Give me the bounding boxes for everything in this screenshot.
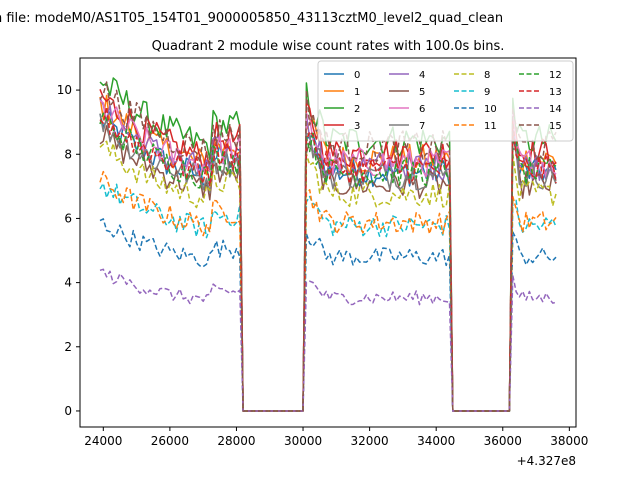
- axes-frame: [79, 57, 577, 428]
- plot-area: [99, 77, 557, 412]
- x-tick-label: 34000: [417, 434, 455, 448]
- y-tick-label: 0: [64, 404, 72, 418]
- legend-label: 11: [484, 121, 497, 132]
- series-line-11: [99, 170, 557, 412]
- legend-label: 8: [484, 70, 490, 81]
- legend-label: 7: [419, 121, 425, 132]
- legend-label: 12: [549, 70, 562, 81]
- x-tick-label: 38000: [550, 434, 588, 448]
- y-tick-label: 10: [57, 83, 72, 97]
- legend-box: [317, 60, 574, 142]
- legend-label: 2: [354, 104, 360, 115]
- y-tick-label: 4: [64, 276, 72, 290]
- series-line-14: [99, 268, 557, 412]
- y-tick-label: 8: [64, 147, 72, 161]
- x-tick-label: 32000: [351, 434, 389, 448]
- series-line-13: [99, 106, 557, 412]
- legend-label: 14: [549, 104, 562, 115]
- legend-label: 5: [419, 87, 425, 98]
- y-axis: 0 2 4 6 8 10: [57, 83, 80, 418]
- x-tick-label: 30000: [284, 434, 322, 448]
- y-tick-label: 2: [64, 340, 72, 354]
- legend-label: 10: [484, 104, 497, 115]
- legend-label: 9: [484, 87, 490, 98]
- legend-label: 1: [354, 87, 360, 98]
- legend-label: 15: [549, 121, 562, 132]
- x-axis-offset-label: +4.327e8: [517, 454, 576, 468]
- series-line-9: [99, 182, 557, 412]
- x-axis: 24000 26000 28000 30000 32000 34000 36000 38000: [84, 427, 588, 448]
- legend-label: 4: [419, 70, 425, 81]
- series-line-10: [99, 218, 557, 412]
- y-tick-label: 6: [64, 211, 72, 225]
- legend-label: 6: [419, 104, 425, 115]
- x-tick-label: 36000: [484, 434, 522, 448]
- figure-suptitle: n file: modeM0/AS1T05_154T01_9000005850_…: [0, 11, 503, 26]
- x-tick-label: 24000: [84, 434, 122, 448]
- legend-label: 3: [354, 121, 360, 132]
- chart-title: Quadrant 2 module wise count rates with …: [152, 39, 505, 54]
- legend-label: 13: [549, 87, 562, 98]
- x-tick-label: 28000: [217, 434, 255, 448]
- series-line-8: [99, 140, 557, 412]
- legend-label: 0: [354, 70, 360, 81]
- x-tick-label: 26000: [151, 434, 189, 448]
- series-line-15: [99, 81, 557, 412]
